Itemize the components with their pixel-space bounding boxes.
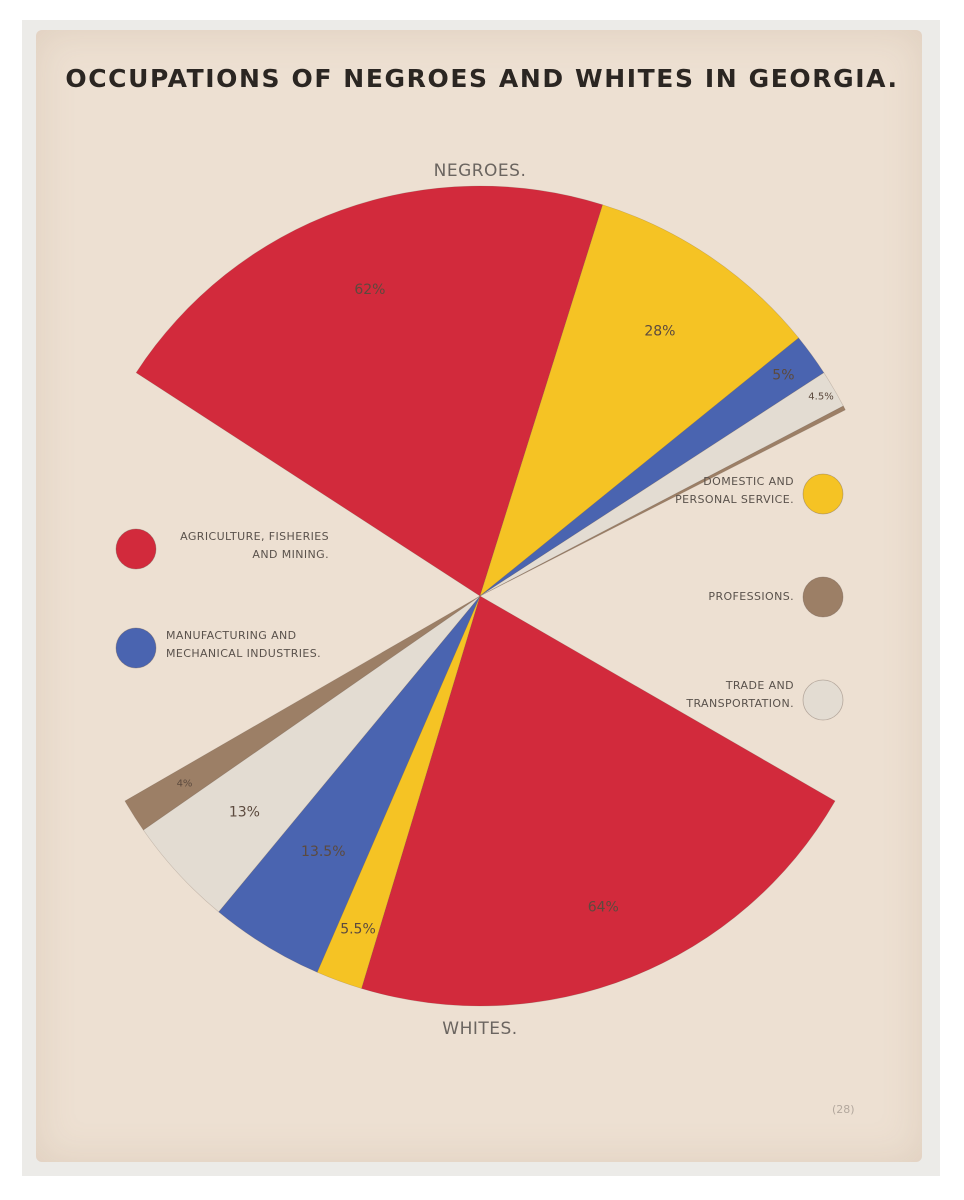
legend-label-manufacturing: MANUFACTURING AND MECHANICAL INDUSTRIES. [166, 629, 321, 660]
legend-swatch-manufacturing [115, 627, 157, 669]
slice-negroes-4 [479, 405, 846, 597]
legend-swatch-trade [802, 679, 844, 721]
chart-slices [124, 185, 846, 1007]
legend-swatch-agriculture [115, 528, 157, 570]
chart-title: OCCUPATIONS OF NEGROES AND WHITES IN GEO… [65, 64, 899, 93]
slice-label-whites-2: 13.5% [301, 844, 345, 860]
slice-label-negroes-2: 5% [772, 368, 794, 384]
slice-label-whites-3: 13% [229, 805, 260, 821]
slice-negroes-2 [479, 337, 825, 597]
slice-label-whites-0: 64% [588, 900, 619, 916]
legend-swatch-domestic [802, 473, 844, 515]
slice-negroes-0 [135, 185, 603, 597]
legend-swatch-professions [802, 576, 844, 618]
slice-whites-0 [361, 595, 836, 1007]
slice-label-negroes-3: 4.5% [808, 392, 833, 403]
chart-legend: AGRICULTURE, FISHERIES AND MINING. MANUFAC… [115, 473, 844, 721]
slice-label-whites-1: 5.5% [340, 921, 376, 937]
slice-label-negroes-1: 28% [644, 323, 675, 339]
group-label-negroes: NEGROES. [434, 161, 527, 181]
legend-label-domestic: DOMESTIC AND PERSONAL SERVICE. [675, 475, 794, 506]
slice-whites-4 [124, 595, 481, 831]
chart-labels: 62% 28% 5% 4.5% NEGROES. 64% 5.5% 13.5% 13% 4% WHI… [177, 161, 834, 1039]
slice-negroes-1 [479, 204, 800, 597]
slice-label-negroes-0: 62% [354, 282, 385, 298]
legend-label-professions: PROFESSIONS. [708, 590, 794, 603]
slice-whites-2 [218, 595, 481, 973]
legend-label-trade: TRADE AND TRANSPORTATION. [685, 679, 794, 710]
slice-whites-3 [142, 595, 481, 913]
corner-mark: (28) [832, 1103, 855, 1116]
slice-negroes-3 [479, 372, 844, 597]
slice-label-whites-4: 4% [177, 779, 193, 790]
group-label-whites: WHITES. [442, 1019, 517, 1039]
legend-label-agriculture: AGRICULTURE, FISHERIES AND MINING. [180, 530, 329, 561]
slice-whites-1 [316, 595, 481, 989]
